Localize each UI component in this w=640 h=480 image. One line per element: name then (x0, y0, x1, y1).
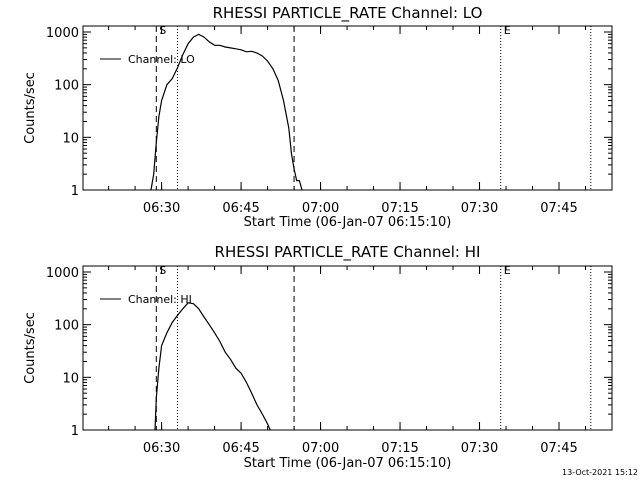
x-tick-label: 07:45 (540, 201, 577, 216)
x-tick-label: 07:15 (381, 201, 418, 216)
y-axis-label: Counts/sec (23, 72, 38, 144)
x-tick-label: 06:45 (222, 441, 259, 456)
chart-title: RHESSI PARTICLE_RATE Channel: LO (213, 4, 483, 23)
time-marker-label: E (504, 264, 511, 277)
y-tick-label: 100 (54, 319, 79, 334)
y-axis-label: Counts/sec (23, 312, 38, 384)
series-line-0 (150, 33, 303, 191)
x-tick-label: 07:15 (381, 441, 418, 456)
y-tick-label: 1000 (46, 26, 79, 41)
x-tick-label: 07:00 (302, 441, 339, 456)
legend-entry: Channel: LO (128, 53, 195, 66)
y-tick-label: 1 (71, 184, 79, 199)
y-tick-label: 1 (71, 424, 79, 439)
y-tick-label: 100 (54, 79, 79, 94)
x-tick-label: 07:30 (461, 201, 498, 216)
x-tick-label: 06:30 (143, 441, 180, 456)
timestamp-label: 13-Oct-2021 15:12 (562, 468, 638, 477)
x-tick-label: 06:45 (222, 201, 259, 216)
chart-panel-hi: RHESSI PARTICLE_RATE Channel: HI Start Ti… (23, 243, 613, 471)
plot-frame (82, 25, 613, 191)
y-tick-label: 1000 (46, 266, 79, 281)
x-tick-label: 07:30 (461, 441, 498, 456)
time-marker-label: E (504, 24, 511, 37)
series-line-0 (154, 302, 271, 431)
x-tick-label: 07:00 (302, 201, 339, 216)
chart-title: RHESSI PARTICLE_RATE Channel: HI (215, 243, 481, 262)
x-tick-label: 06:30 (143, 201, 180, 216)
time-marker-label: S (159, 24, 166, 37)
y-tick-label: 10 (62, 371, 79, 386)
x-axis-label: Start Time (06-Jan-07 06:15:10) (244, 456, 452, 471)
plot-frame (82, 265, 613, 431)
time-marker-label: S (159, 264, 166, 277)
x-tick-label: 07:45 (540, 441, 577, 456)
legend-entry: Channel: HI (128, 293, 192, 306)
y-tick-label: 10 (62, 131, 79, 146)
x-axis-label: Start Time (06-Jan-07 06:15:10) (244, 215, 452, 230)
chart-panel-lo: RHESSI PARTICLE_RATE Channel: LO Start Ti… (23, 4, 613, 230)
